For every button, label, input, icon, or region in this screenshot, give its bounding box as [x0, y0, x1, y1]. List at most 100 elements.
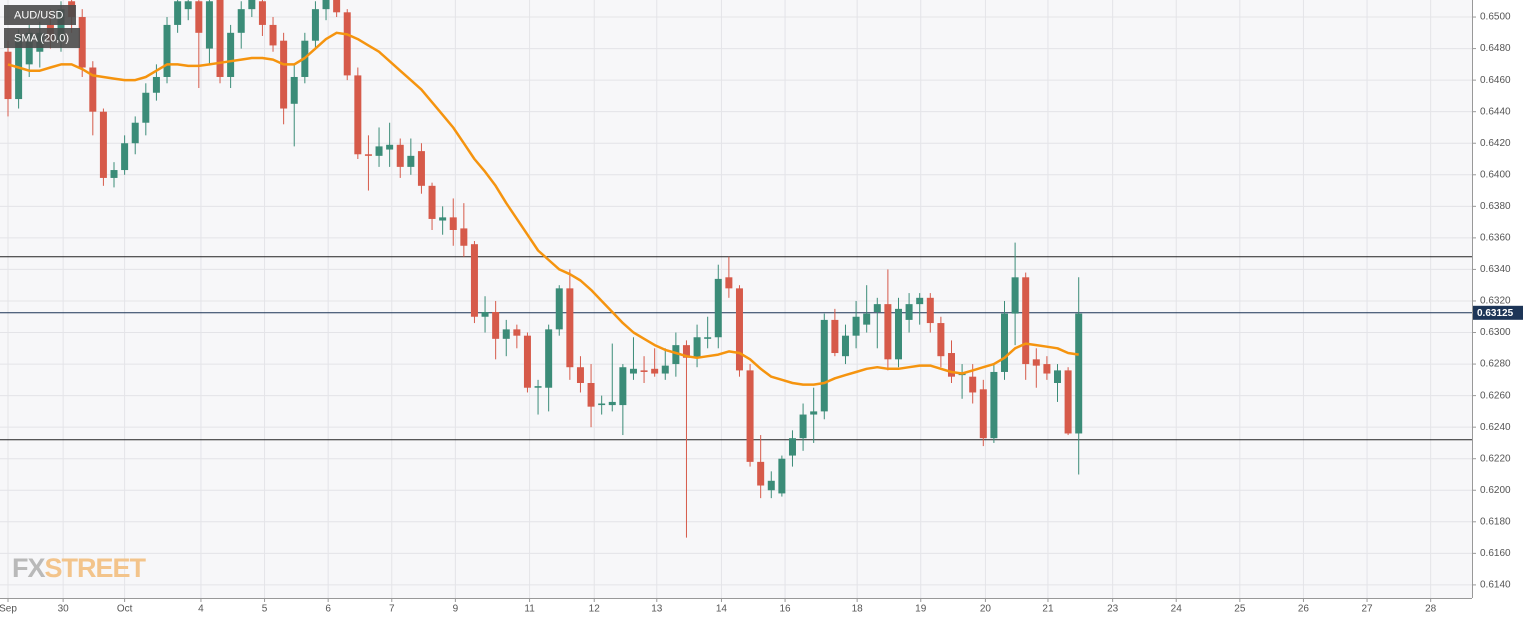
candle-body [290, 76, 298, 104]
candle-body [1000, 313, 1008, 372]
candle-body [131, 122, 139, 144]
candle-body [449, 217, 457, 230]
candle-body [1022, 277, 1030, 365]
candle-body [205, 1, 213, 49]
candle-body [4, 51, 12, 100]
x-tick-label: 6 [325, 604, 331, 615]
candle-body [545, 329, 553, 388]
candle-body [269, 24, 277, 46]
candle-body [470, 244, 478, 317]
candle-body [280, 40, 288, 109]
candle-body [1043, 364, 1051, 374]
candle-body [979, 389, 987, 439]
candle-body [25, 32, 33, 65]
candle-body [216, 0, 224, 77]
candle-body [629, 368, 637, 374]
candle-body [661, 365, 669, 374]
candle-body [1054, 370, 1062, 383]
y-tick-label: 0.6260 [1480, 390, 1511, 401]
candle-body [714, 278, 722, 338]
candle-body [937, 323, 945, 357]
x-tick-label: 9 [453, 604, 459, 615]
candle-body [195, 1, 203, 33]
candle-body [1064, 370, 1072, 434]
candle-body [576, 367, 584, 383]
candle-body [439, 217, 447, 221]
x-axis-panel [0, 598, 1536, 621]
x-tick-label: 20 [980, 604, 992, 615]
candle-body [364, 154, 372, 156]
candle-body [343, 12, 351, 76]
candle-body [841, 335, 849, 357]
candle-body [884, 304, 892, 360]
x-tick-label: 4 [198, 604, 204, 615]
candle-body [820, 319, 828, 412]
watermark: FXSTREET [12, 553, 147, 583]
sma-line [7, 31, 1079, 386]
y-tick-label: 0.6480 [1480, 43, 1511, 54]
x-tick-label: Oct [117, 604, 133, 615]
candle-body [799, 414, 807, 439]
candle-body [788, 438, 796, 456]
candle-body [184, 1, 192, 10]
candle-body [258, 1, 266, 25]
candle-body [725, 277, 733, 289]
candle-body [78, 17, 86, 68]
candle-body [333, 0, 341, 13]
x-tick-label: Sep [0, 604, 17, 615]
candle-body [227, 32, 235, 77]
x-tick-label: 7 [389, 604, 395, 615]
candle-body [121, 143, 129, 171]
y-tick-label: 0.6380 [1480, 201, 1511, 212]
candle-body [873, 304, 881, 313]
candle-body [704, 337, 712, 339]
candle-body [757, 461, 765, 486]
candle-body [587, 382, 595, 407]
candle-body [916, 297, 924, 305]
watermark-part: FX [12, 553, 45, 583]
candle-body [905, 304, 913, 320]
price-label: 0.63125 [1477, 308, 1514, 319]
legend-label: AUD/USD [14, 9, 64, 21]
candle-body [735, 288, 743, 371]
candle-body [492, 312, 500, 339]
candle-body [110, 170, 118, 178]
x-tick-label: 25 [1234, 604, 1246, 615]
y-tick-label: 0.6300 [1480, 327, 1511, 338]
y-tick-label: 0.6220 [1480, 453, 1511, 464]
candle-body [831, 319, 839, 354]
candle-body [481, 312, 489, 317]
candle-body [502, 329, 510, 339]
candle-body [810, 411, 818, 415]
price-label-box [1473, 305, 1523, 320]
candle-body [863, 313, 871, 325]
y-tick-label: 0.6460 [1480, 75, 1511, 86]
watermark-part: STREET [45, 553, 147, 583]
y-tick-label: 0.6240 [1480, 422, 1511, 433]
candle-body [386, 144, 394, 150]
y-tick-label: 0.6360 [1480, 233, 1511, 244]
candle-body [1075, 313, 1083, 434]
candle-body [926, 297, 934, 324]
x-tick-label: 14 [716, 604, 728, 615]
legend-label: SMA (20,0) [14, 32, 69, 44]
candle-body [248, 0, 256, 10]
candle-body [969, 376, 977, 393]
candle-body [534, 386, 542, 388]
candle-body [396, 144, 404, 167]
candle-body [322, 0, 330, 10]
candle-body [237, 9, 245, 33]
candle-body [767, 480, 775, 491]
candle-body [693, 337, 701, 358]
candle-body [460, 228, 468, 246]
y-tick-label: 0.6500 [1480, 12, 1511, 23]
candle-body [174, 1, 182, 25]
candle-body [778, 458, 786, 494]
candle-body [99, 111, 107, 178]
y-tick-label: 0.6440 [1480, 106, 1511, 117]
candle-body [1032, 359, 1040, 366]
x-tick-label: 21 [1042, 604, 1054, 615]
y-tick-label: 0.6320 [1480, 296, 1511, 307]
candle-body [1011, 277, 1019, 314]
x-tick-label: 27 [1361, 604, 1373, 615]
